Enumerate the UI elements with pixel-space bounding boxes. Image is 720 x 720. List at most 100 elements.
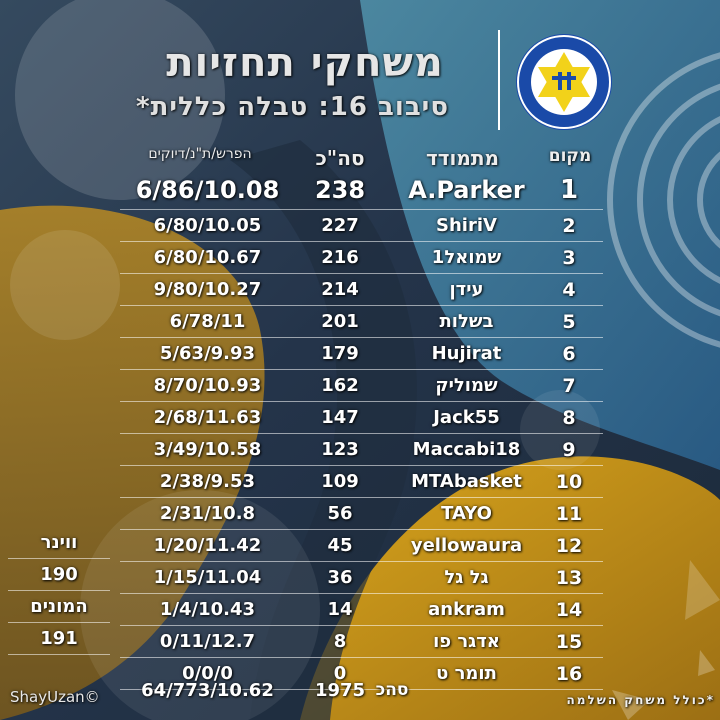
diff-cell: 5/63/9.93 bbox=[159, 343, 256, 364]
rank-cell: 16 bbox=[555, 662, 583, 685]
table-row: 12 yellowaura 45 1/20/11.42 bbox=[120, 530, 603, 562]
column-header-diff: הפרש/ת"נ/דיוקים bbox=[148, 146, 252, 162]
total-cell: 201 bbox=[321, 311, 359, 332]
diff-cell: 6/80/10.05 bbox=[153, 215, 262, 236]
side-label-winner: ווינר bbox=[8, 527, 110, 559]
side-panel: ווינר 190 המונים 191 bbox=[8, 527, 110, 655]
diff-cell: 8/70/10.93 bbox=[153, 375, 262, 396]
maccabi-logo: 1932 bbox=[516, 34, 612, 130]
logo-year: 1932 bbox=[556, 115, 573, 122]
player-cell: אדגר פו bbox=[433, 631, 500, 652]
rank-cell: 2 bbox=[562, 214, 576, 237]
column-header-player: מתמודד bbox=[426, 146, 499, 170]
column-header-total: סה"כ bbox=[315, 146, 365, 170]
diff-cell: 2/38/9.53 bbox=[159, 471, 256, 492]
rank-cell: 9 bbox=[562, 438, 576, 461]
total-cell: 123 bbox=[321, 439, 359, 460]
rank-cell: 8 bbox=[562, 406, 576, 429]
player-cell: שמואל1 bbox=[431, 247, 502, 268]
player-cell: שמוליק bbox=[435, 375, 498, 396]
page-subtitle: סיבוב 16: טבלה כללית* bbox=[135, 92, 450, 122]
footnote: *כולל משחק השלמה bbox=[566, 693, 715, 707]
table-row: 1 A.Parker 238 6/86/10.08 bbox=[120, 171, 603, 210]
diff-cell: 0/11/12.7 bbox=[159, 631, 256, 652]
player-cell: בשלות bbox=[439, 311, 494, 332]
diff-cell: 1/4/10.43 bbox=[159, 599, 256, 620]
diff-cell: 3/49/10.58 bbox=[153, 439, 262, 460]
table-row: 13 גל גל 36 1/15/11.04 bbox=[120, 562, 603, 594]
player-cell: ShiriV bbox=[436, 215, 497, 236]
rank-cell: 5 bbox=[562, 310, 576, 333]
total-cell: 56 bbox=[327, 503, 353, 524]
player-cell: TAYO bbox=[441, 503, 492, 524]
total-cell: 179 bbox=[321, 343, 359, 364]
table-row: 16 תומר ט 0 0/0/0 bbox=[120, 658, 603, 690]
table-row: 4 עידן 214 9/80/10.27 bbox=[120, 274, 603, 306]
diff-cell: 6/86/10.08 bbox=[135, 176, 280, 204]
total-cell: 45 bbox=[327, 535, 353, 556]
footer-total: 1975 bbox=[314, 680, 366, 701]
diff-cell: 2/68/11.63 bbox=[153, 407, 262, 428]
table-row: 2 ShiriV 227 6/80/10.05 bbox=[120, 210, 603, 242]
diff-cell: 1/15/11.04 bbox=[153, 567, 262, 588]
player-cell: גל גל bbox=[444, 567, 489, 588]
diff-cell: 1/20/11.42 bbox=[153, 535, 262, 556]
total-cell: 8 bbox=[333, 631, 347, 652]
rank-cell: 1 bbox=[559, 175, 579, 205]
footer-diff: 64/773/10.62 bbox=[141, 680, 274, 701]
diff-cell: 9/80/10.27 bbox=[153, 279, 262, 300]
footer-total-label: סהכ bbox=[375, 680, 409, 700]
table-row: 15 אדגר פו 8 0/11/12.7 bbox=[120, 626, 603, 658]
table-row: 3 שמואל1 216 6/80/10.67 bbox=[120, 242, 603, 274]
total-cell: 0 bbox=[333, 663, 347, 684]
total-cell: 162 bbox=[321, 375, 359, 396]
rank-cell: 11 bbox=[555, 502, 583, 525]
page-title: משחקי תחזיות bbox=[166, 40, 444, 86]
column-header-rank: מקום bbox=[548, 146, 592, 166]
total-cell: 147 bbox=[321, 407, 359, 428]
side-label-crowd: המונים bbox=[8, 591, 110, 623]
side-value-winner: 190 bbox=[8, 559, 110, 591]
rank-cell: 14 bbox=[555, 598, 583, 621]
total-cell: 109 bbox=[321, 471, 359, 492]
table-row: 10 MTAbasket 109 2/38/9.53 bbox=[120, 466, 603, 498]
table-row: 9 Maccabi18 123 3/49/10.58 bbox=[120, 434, 603, 466]
total-cell: 14 bbox=[327, 599, 353, 620]
table-row: 6 Hujirat 179 5/63/9.93 bbox=[120, 338, 603, 370]
player-cell: עידן bbox=[449, 279, 484, 300]
rank-cell: 7 bbox=[562, 374, 576, 397]
diff-cell: 6/78/11 bbox=[169, 311, 246, 332]
rank-cell: 12 bbox=[555, 534, 583, 557]
player-cell: Maccabi18 bbox=[412, 439, 521, 460]
player-cell: Jack55 bbox=[433, 407, 500, 428]
player-cell: yellowaura bbox=[410, 535, 523, 556]
diff-cell: 2/31/10.8 bbox=[159, 503, 256, 524]
player-cell: Hujirat bbox=[431, 343, 502, 364]
standings-table: 1 A.Parker 238 6/86/10.08 2 ShiriV 227 6… bbox=[120, 171, 603, 690]
total-cell: 227 bbox=[321, 215, 359, 236]
table-row: 7 שמוליק 162 8/70/10.93 bbox=[120, 370, 603, 402]
total-cell: 216 bbox=[321, 247, 359, 268]
diff-cell: 0/0/0 bbox=[182, 663, 233, 684]
total-cell: 36 bbox=[327, 567, 353, 588]
rank-cell: 15 bbox=[555, 630, 583, 653]
table-row: 8 Jack55 147 2/68/11.63 bbox=[120, 402, 603, 434]
player-cell: MTAbasket bbox=[411, 471, 522, 492]
rank-cell: 3 bbox=[562, 246, 576, 269]
header-divider bbox=[498, 30, 500, 130]
player-cell: תומר ט bbox=[436, 663, 497, 684]
side-value-crowd: 191 bbox=[8, 623, 110, 655]
total-cell: 238 bbox=[314, 176, 366, 204]
table-row: 14 ankram 14 1/4/10.43 bbox=[120, 594, 603, 626]
player-cell: A.Parker bbox=[408, 176, 525, 204]
rank-cell: 6 bbox=[562, 342, 576, 365]
credit-text: ShayUzan© bbox=[10, 688, 100, 706]
table-row: 11 TAYO 56 2/31/10.8 bbox=[120, 498, 603, 530]
diff-cell: 6/80/10.67 bbox=[153, 247, 262, 268]
player-cell: ankram bbox=[428, 599, 505, 620]
rank-cell: 13 bbox=[555, 566, 583, 589]
rank-cell: 10 bbox=[555, 470, 583, 493]
table-row: 5 בשלות 201 6/78/11 bbox=[120, 306, 603, 338]
total-cell: 214 bbox=[321, 279, 359, 300]
